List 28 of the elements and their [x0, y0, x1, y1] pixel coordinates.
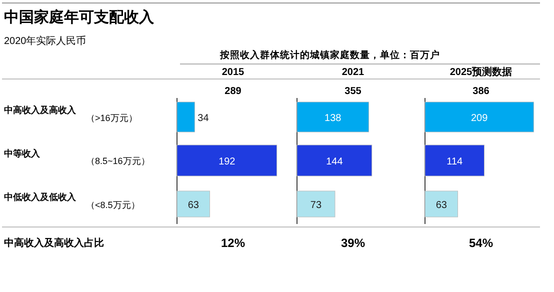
- text: （8.5~16万元）: [86, 156, 150, 166]
- chart-title: 2025预测数据: [450, 66, 512, 78]
- text: 12%: [220, 236, 246, 250]
- text: 54%: [468, 236, 494, 250]
- data-label: 114: [446, 156, 464, 168]
- text: 386: [472, 86, 490, 97]
- text: 355: [344, 86, 362, 97]
- data-label: 209: [470, 113, 488, 124]
- text: 中国家庭年可支配收入: [4, 8, 155, 26]
- y-tick-label: 中高收入及高收入: [4, 105, 77, 115]
- chart-title: 2021: [342, 67, 365, 78]
- text: （>16万元）: [86, 113, 138, 123]
- chart-title: 2015: [222, 67, 245, 78]
- text: 289: [224, 86, 242, 97]
- data-label: 138: [324, 113, 342, 124]
- data-label: 73: [310, 200, 322, 211]
- data-label: 34: [198, 113, 210, 124]
- text: （<8.5万元）: [86, 200, 140, 210]
- data-label: 63: [188, 200, 200, 211]
- y-tick-label: 中等收入: [4, 148, 41, 158]
- text: 按照收入群体统计的城镇家庭数量，单位：百万户: [219, 49, 440, 61]
- data-label: 63: [436, 200, 448, 211]
- text: 39%: [340, 236, 366, 250]
- text: 中高收入及高收入占比: [4, 237, 104, 249]
- data-label: 144: [326, 156, 344, 168]
- data-label: 192: [218, 156, 236, 168]
- text: 2020年实际人民币: [4, 35, 86, 47]
- y-tick-label: 中低收入及低收入: [4, 192, 77, 202]
